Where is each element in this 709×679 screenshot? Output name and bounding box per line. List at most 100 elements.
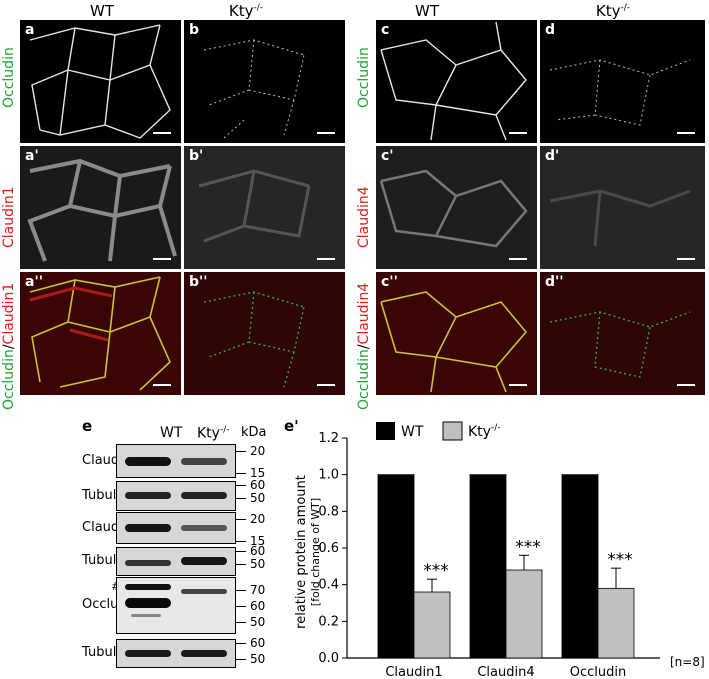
scale-bar [509, 258, 527, 260]
western-col-kty: Kty-/- [197, 425, 230, 442]
micrograph-d: d [540, 20, 705, 143]
x-tick-label: Claudin4 [477, 665, 534, 677]
scale-bar [509, 384, 527, 386]
scale-bar [153, 384, 171, 386]
western-col-wt: WT [160, 425, 183, 441]
significance-marker: *** [515, 537, 541, 557]
mw-tick [236, 498, 246, 499]
mw-label: 50 [250, 491, 266, 505]
cell-network-icon [380, 21, 527, 141]
column-header-wt-right: WT [415, 2, 439, 20]
legend-label-wt: WT [401, 424, 424, 440]
panel-label-b-prime: b' [189, 148, 204, 164]
column-header-kty-left: Kty-/- [228, 2, 264, 20]
panel-label-e-prime: e' [284, 417, 299, 435]
y-tick-label: 0.0 [318, 651, 339, 666]
y-tick-label: 1.0 [318, 468, 339, 483]
panel-label-c-prime: c' [381, 148, 394, 164]
mw-label: 60 [250, 636, 266, 650]
column-header-kty-right: Kty-/- [595, 2, 631, 20]
mw-tick [236, 606, 246, 607]
micrograph-b-double-prime: b'' [184, 272, 345, 395]
scale-bar [677, 132, 695, 134]
cell-network-icon [380, 291, 528, 393]
blot-claudin4 [116, 512, 236, 544]
mw-label: 50 [250, 557, 266, 571]
band-wt [125, 492, 171, 499]
blot-tubulin-1 [116, 481, 236, 511]
micrograph-c-prime: c' [376, 146, 537, 269]
scale-bar [317, 258, 335, 260]
legend-label-kty: Kty-/- [468, 423, 501, 440]
scale-bar [509, 132, 527, 134]
panel-label-d: d [545, 22, 556, 38]
x-tick-label: Claudin1 [385, 665, 442, 677]
mw-tick [236, 564, 246, 565]
band-wt [125, 560, 171, 566]
panel-label-a-double-prime: a'' [25, 274, 44, 290]
mw-label: 60 [250, 478, 266, 492]
band-kty [181, 650, 227, 657]
mw-tick [236, 485, 246, 486]
row-label-occludin-right: Occludin [356, 47, 372, 108]
cell-network-icon [198, 169, 311, 243]
mw-label: 50 [250, 615, 266, 629]
scale-bar [317, 132, 335, 134]
panel-label-a-prime: a' [25, 148, 39, 164]
bar-wt [561, 474, 599, 659]
mw-tick [236, 473, 246, 474]
bar-kty [505, 569, 543, 659]
micrograph-b-prime: b' [184, 146, 345, 269]
micrograph-a-prime: a' [20, 146, 181, 269]
panel-label-d-double-prime: d'' [545, 274, 564, 290]
mw-label: 20 [250, 512, 266, 526]
scale-bar [317, 384, 335, 386]
y-axis-label: relative protein amount [294, 475, 309, 629]
mw-label: 60 [250, 544, 266, 558]
micrograph-a: a [20, 20, 181, 143]
y-tick-label: 1.2 [318, 431, 339, 446]
band-wt [131, 614, 161, 617]
mw-label: 15 [250, 534, 266, 548]
mw-tick [236, 643, 246, 644]
blot-tubulin-3 [116, 639, 236, 668]
mw-label: 60 [250, 599, 266, 613]
column-header-wt-left: WT [90, 2, 114, 20]
micrograph-b: b [184, 20, 345, 143]
significance-marker: *** [607, 550, 633, 570]
cell-network-icon [203, 39, 305, 139]
scale-bar [677, 258, 695, 260]
mw-label: 15 [250, 466, 266, 480]
mw-tick [236, 590, 246, 591]
mw-tick [236, 541, 246, 542]
mw-tick [236, 659, 246, 660]
panel-label-a: a [25, 22, 35, 38]
cell-network-icon [549, 189, 691, 247]
band-wt [125, 650, 171, 657]
band-wt [125, 457, 171, 466]
cell-network-icon [27, 158, 177, 262]
mw-label: 50 [250, 652, 266, 666]
band-wt [125, 524, 171, 532]
band-kty [181, 458, 227, 465]
panel-label-d-prime: d' [545, 148, 560, 164]
panel-label-e: e [82, 417, 93, 435]
x-tick-label: Occludin [570, 665, 626, 677]
y-tick-label: 0.6 [318, 541, 339, 556]
micrograph-d-double-prime: d'' [540, 272, 705, 395]
scale-bar [677, 384, 695, 386]
band-kty [181, 557, 227, 565]
row-label-merge-left: Occludin/Claudin1 [1, 282, 17, 410]
bar-kty [413, 591, 451, 659]
sample-size-note: [n=8] [670, 655, 705, 669]
legend-swatch-kty [442, 421, 463, 441]
band-kty [181, 492, 227, 499]
cell-network-icon [379, 169, 528, 248]
row-label-occludin-left: Occludin [1, 47, 17, 108]
panel-label-b-double-prime: b'' [189, 274, 208, 290]
mw-tick [236, 519, 246, 520]
mw-label: 70 [250, 583, 266, 597]
row-label-claudin4: Claudin4 [356, 186, 372, 248]
band-wt [125, 598, 171, 608]
row-label-merge-right: Occludin/Claudin4 [356, 282, 372, 410]
